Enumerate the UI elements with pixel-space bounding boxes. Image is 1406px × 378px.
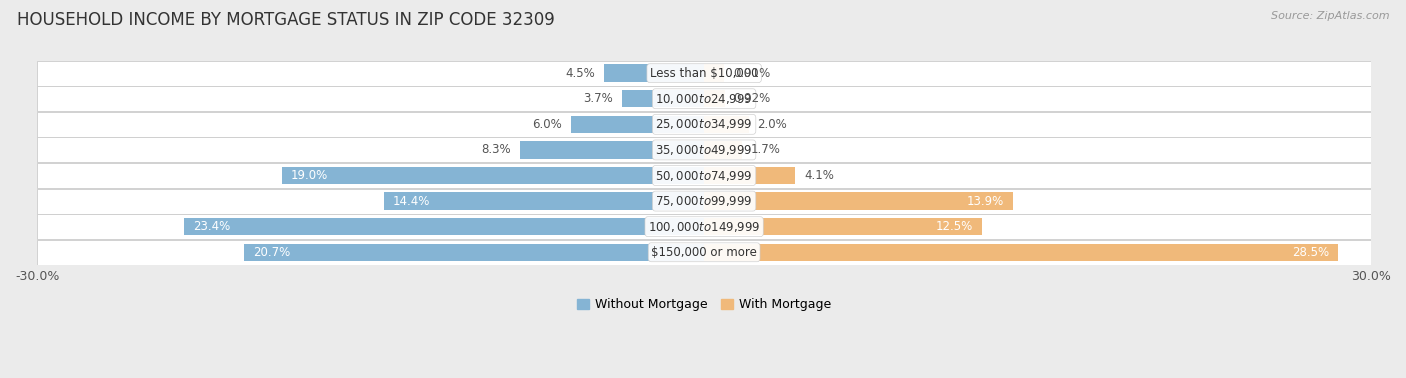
Bar xyxy=(37,189,1371,214)
Bar xyxy=(37,112,1371,137)
Text: Source: ZipAtlas.com: Source: ZipAtlas.com xyxy=(1271,11,1389,21)
Text: 6.0%: 6.0% xyxy=(531,118,562,131)
Text: $35,000 to $49,999: $35,000 to $49,999 xyxy=(655,143,752,157)
Text: 4.1%: 4.1% xyxy=(804,169,834,182)
Text: 19.0%: 19.0% xyxy=(291,169,328,182)
Bar xyxy=(281,167,704,184)
Text: 13.9%: 13.9% xyxy=(967,195,1004,208)
Bar xyxy=(621,90,704,107)
Text: $10,000 to $24,999: $10,000 to $24,999 xyxy=(655,92,752,106)
Bar xyxy=(704,90,724,107)
Text: 0.91%: 0.91% xyxy=(734,67,770,80)
Text: $100,000 to $149,999: $100,000 to $149,999 xyxy=(648,220,761,234)
Text: $75,000 to $99,999: $75,000 to $99,999 xyxy=(655,194,752,208)
Text: 28.5%: 28.5% xyxy=(1292,246,1329,259)
Bar xyxy=(184,218,704,235)
Bar xyxy=(704,167,796,184)
Text: 12.5%: 12.5% xyxy=(936,220,973,233)
Bar xyxy=(37,240,1371,265)
Legend: Without Mortgage, With Mortgage: Without Mortgage, With Mortgage xyxy=(572,293,837,316)
Text: Less than $10,000: Less than $10,000 xyxy=(650,67,758,80)
Bar xyxy=(704,218,981,235)
Text: 2.0%: 2.0% xyxy=(758,118,787,131)
Text: 14.4%: 14.4% xyxy=(392,195,430,208)
Text: $25,000 to $34,999: $25,000 to $34,999 xyxy=(655,117,752,131)
Text: 3.7%: 3.7% xyxy=(583,92,613,105)
Bar xyxy=(520,141,704,159)
Bar xyxy=(704,141,742,159)
Text: HOUSEHOLD INCOME BY MORTGAGE STATUS IN ZIP CODE 32309: HOUSEHOLD INCOME BY MORTGAGE STATUS IN Z… xyxy=(17,11,554,29)
Bar xyxy=(605,65,704,82)
Text: $50,000 to $74,999: $50,000 to $74,999 xyxy=(655,169,752,183)
Bar xyxy=(571,116,704,133)
Bar xyxy=(243,243,704,261)
Bar xyxy=(37,163,1371,188)
Bar xyxy=(37,214,1371,239)
Bar xyxy=(384,192,704,210)
Bar xyxy=(704,65,724,82)
Text: $150,000 or more: $150,000 or more xyxy=(651,246,756,259)
Bar xyxy=(37,86,1371,111)
Bar xyxy=(37,137,1371,163)
Text: 20.7%: 20.7% xyxy=(253,246,290,259)
Text: 0.92%: 0.92% xyxy=(734,92,770,105)
Bar xyxy=(704,192,1014,210)
Text: 8.3%: 8.3% xyxy=(481,143,510,156)
Bar xyxy=(37,60,1371,86)
Bar xyxy=(704,116,748,133)
Text: 23.4%: 23.4% xyxy=(193,220,231,233)
Text: 1.7%: 1.7% xyxy=(751,143,780,156)
Bar xyxy=(704,243,1337,261)
Text: 4.5%: 4.5% xyxy=(565,67,595,80)
